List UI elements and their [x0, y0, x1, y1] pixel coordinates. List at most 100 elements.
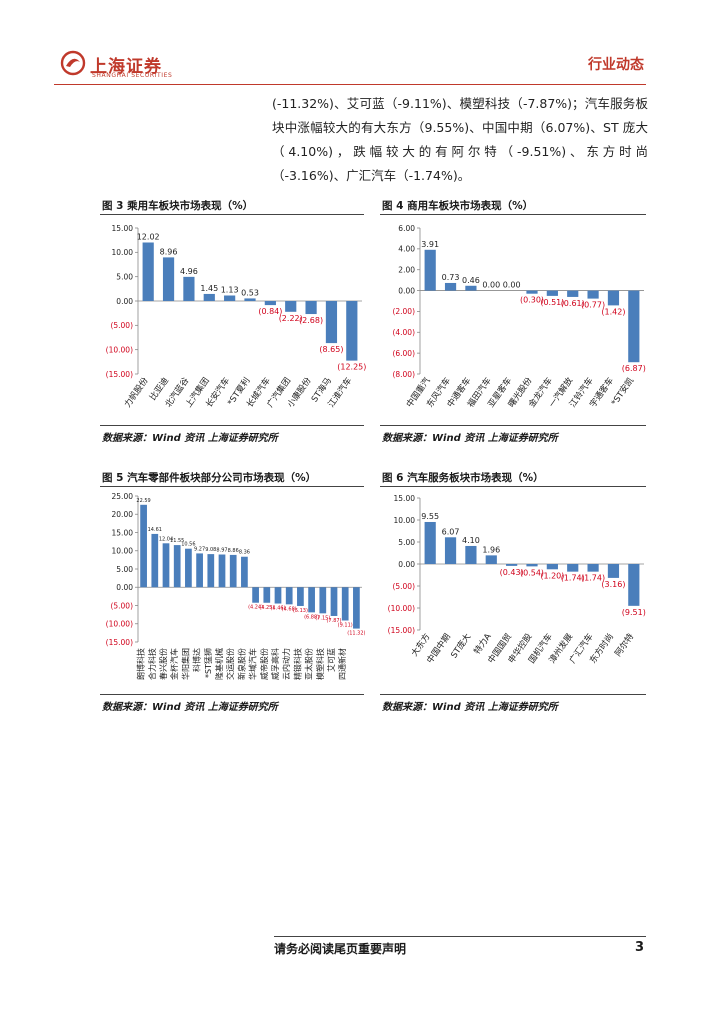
footer-disclaimer: 请务必阅读尾页重要声明 — [274, 942, 407, 956]
figure-6-title: 图 6 汽车服务板块市场表现（%） — [382, 472, 544, 484]
figure-3-chart: 15.00 10.00 5.00 0.00 (5.00) (10.00) (15.00) 12… — [106, 224, 366, 410]
bar — [142, 242, 154, 301]
data-label: 14.61 — [148, 527, 162, 533]
y-tick-label: (5.00) — [110, 321, 133, 330]
bar — [587, 290, 599, 299]
y-tick-label: (10.00) — [388, 604, 415, 613]
figure-4-rule — [380, 214, 646, 215]
bar — [607, 564, 620, 578]
y-tick-label: (15.00) — [106, 638, 133, 647]
y-tick-label: (15.00) — [388, 626, 415, 635]
data-label: 10.56 — [181, 542, 195, 548]
figure-6-rule — [380, 486, 646, 487]
y-tick-label: 15.00 — [112, 528, 134, 537]
bar — [244, 298, 256, 301]
bar — [567, 290, 579, 297]
bar — [546, 290, 558, 296]
category-label: 春兴股份 — [158, 648, 168, 680]
bar — [325, 301, 338, 344]
bar — [162, 257, 175, 301]
bar — [274, 587, 282, 604]
bar — [207, 554, 215, 588]
y-tick-label: 10.00 — [394, 516, 416, 525]
bar — [444, 282, 457, 291]
data-label: 1.45 — [200, 284, 218, 293]
category-label: 华阳集团 — [180, 648, 190, 680]
figure-5-bottom-rule — [100, 694, 364, 695]
data-label: (4.68) — [282, 606, 297, 612]
y-tick-label: 0.00 — [116, 297, 133, 306]
figure-3-title: 图 3 乘用车板块市场表现（%） — [102, 200, 254, 212]
data-label: 6.07 — [442, 527, 460, 536]
category-label: 科博达 — [192, 648, 202, 672]
bar — [628, 290, 640, 363]
y-tick-label: (5.00) — [110, 601, 133, 610]
data-label: (0.77) — [581, 301, 605, 310]
category-label: 艾可蓝 — [326, 648, 336, 672]
category-label: 交运股份 — [225, 648, 235, 680]
data-label: (0.54) — [520, 568, 544, 577]
bar — [465, 545, 477, 564]
bar — [330, 587, 338, 616]
data-label: 22.59 — [136, 498, 150, 504]
data-label: (3.16) — [601, 580, 625, 589]
bar — [485, 555, 497, 564]
data-label: 0.00 — [503, 281, 521, 290]
figure-6-source: 数据来源：Wind 资讯 上海证券研究所 — [382, 702, 558, 713]
y-tick-label: 6.00 — [398, 224, 415, 233]
y-tick-label: 5.00 — [116, 272, 133, 281]
data-label: (0.51) — [540, 298, 564, 307]
category-label: 力帆股份 — [122, 375, 151, 410]
bar — [264, 301, 276, 306]
page-number: 3 — [634, 940, 644, 955]
data-label: 0.73 — [442, 273, 460, 282]
data-label: 9.27 — [194, 546, 205, 552]
category-label: 金杯汽车 — [169, 648, 179, 680]
bar — [285, 301, 297, 312]
data-label: (2.22) — [279, 314, 303, 323]
data-label: 4.96 — [180, 267, 198, 276]
category-label: *ST猛狮 — [203, 648, 213, 678]
data-label: 9.55 — [421, 512, 439, 521]
bar — [285, 587, 293, 605]
category-label: 朗博科技 — [136, 648, 146, 680]
bar — [526, 290, 538, 294]
bar — [162, 543, 170, 588]
figure-4-chart: 6.00 4.00 2.00 0.00 (2.00) (4.00) (6.00) (8.00)… — [392, 224, 646, 410]
bar — [607, 290, 620, 306]
data-label: (9.51) — [622, 608, 646, 617]
bar — [319, 587, 327, 614]
data-label: 9.08 — [205, 547, 216, 553]
data-label: 11.55 — [170, 538, 184, 544]
data-label: (1.74) — [561, 574, 585, 583]
category-label: 亚太股份 — [304, 648, 314, 680]
figure-5-source: 数据来源：Wind 资讯 上海证券研究所 — [102, 702, 278, 713]
y-tick-label: 0.00 — [398, 560, 415, 569]
data-label: (2.68) — [299, 316, 323, 325]
data-label: (11.32) — [347, 631, 365, 637]
company-logo: 上海证券 SHANGHAI SECURITIES — [60, 50, 200, 80]
bar — [185, 548, 192, 588]
bar — [263, 587, 271, 603]
data-label: (6.87) — [622, 364, 646, 373]
data-label: 0.46 — [462, 276, 480, 285]
data-label: (1.74) — [581, 574, 605, 583]
figure-3-bottom-rule — [100, 425, 364, 426]
y-tick-label: 10.00 — [112, 248, 134, 257]
category-label: 威帝股份 — [259, 648, 269, 680]
data-label: (1.42) — [601, 307, 625, 316]
figure-5-title: 图 5 汽车零部件板块部分公司市场表现（%） — [102, 472, 317, 484]
bar — [546, 564, 558, 570]
bar — [241, 556, 248, 588]
y-tick-label: 20.00 — [112, 510, 134, 519]
section-tag: 行业动态 — [588, 57, 644, 73]
y-tick-label: 10.00 — [112, 547, 134, 556]
bar — [465, 285, 477, 291]
y-tick-label: (5.00) — [392, 582, 415, 591]
y-tick-label: (15.00) — [106, 370, 133, 379]
y-tick-label: 15.00 — [394, 494, 416, 503]
bar — [353, 587, 360, 629]
data-label: 3.91 — [421, 240, 439, 249]
data-label: (4.46) — [270, 606, 285, 612]
logo-text-cn: 上海证券 — [90, 57, 162, 77]
